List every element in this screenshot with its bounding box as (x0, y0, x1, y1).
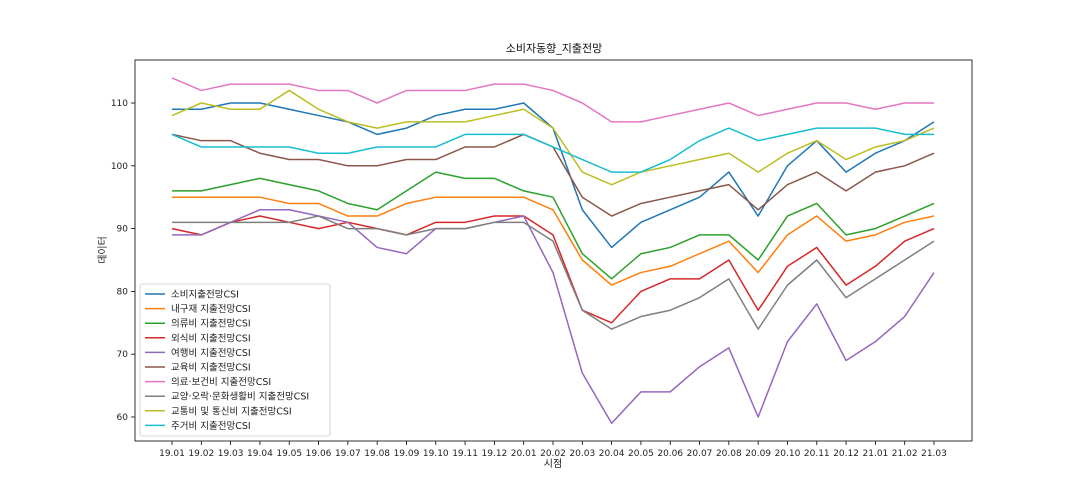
x-tick-label: 20.04 (599, 449, 625, 459)
x-tick-label: 19.05 (276, 449, 302, 459)
x-tick-label: 20.03 (569, 449, 595, 459)
series-line-7 (171, 77, 934, 123)
plot-area (134, 59, 973, 442)
x-tick-label: 20.09 (745, 449, 771, 459)
y-tick-label: 80 (117, 287, 129, 297)
y-axis-label: 데이터 (97, 236, 109, 264)
x-tick-label: 19.10 (423, 449, 449, 459)
x-tick-label: 19.08 (364, 449, 390, 459)
x-tick-label: 21.01 (863, 449, 889, 459)
plot-frame (134, 59, 973, 442)
series-line-4 (171, 215, 935, 324)
series-line-3 (172, 171, 935, 280)
legend-label: 여행비 지출전망CSI (171, 347, 251, 359)
legend-label: 교육비 지출전망CSI (171, 363, 251, 374)
x-axis-label: 시점 (544, 458, 562, 470)
x-tick-label: 19.04 (247, 449, 273, 459)
x-tick-label: 20.05 (628, 449, 654, 459)
x-tick-label: 20.12 (833, 449, 859, 459)
x-tick-label: 19.06 (306, 449, 332, 459)
legend-box (139, 283, 331, 437)
x-tick-label: 19.11 (452, 449, 478, 459)
y-axis: 60 70 80 90 100 110 (111, 99, 135, 423)
x-tick-label: 19.07 (335, 449, 361, 459)
chart-title: 소비자동향_지출전망 (506, 42, 603, 55)
x-tick-label: 19.12 (482, 449, 508, 459)
y-tick-label: 70 (117, 350, 129, 360)
y-tick-label: 90 (117, 225, 129, 235)
legend-label: 교통비 및 통신비 지출전망CSI (171, 405, 292, 417)
x-tick-label: 20.11 (804, 449, 830, 459)
x-tick-label: 21.03 (921, 449, 947, 459)
x-tick-label: 19.02 (188, 449, 214, 459)
x-axis: 19.01 19.02 19.03 19.04 19.05 19.06 19.07 19.08… (159, 441, 947, 459)
y-tick-label: 110 (111, 99, 128, 109)
x-tick-label: 20.10 (775, 449, 801, 459)
legend-label: 교양·오락·문화생활비 지출전망CSI (171, 391, 309, 403)
legend: 소비지출전망CSI 내구재 지출전망CSI 의류비 지출전망CSI 외식비 지출전망C… (139, 283, 331, 437)
series-line-8 (172, 215, 935, 330)
x-tick-label: 19.03 (218, 449, 244, 459)
legend-label: 의료·보건비 지출전망CSI (171, 377, 271, 388)
legend-label: 소비지출전망CSI (171, 290, 239, 301)
x-tick-label: 20.02 (540, 449, 566, 459)
x-tick-label: 20.08 (716, 449, 742, 459)
series-lines (171, 77, 935, 425)
legend-label: 내구재 지출전망CSI (171, 304, 251, 315)
series-line-5 (172, 209, 935, 425)
x-tick-label: 19.09 (394, 449, 420, 459)
y-tick-label: 100 (111, 162, 128, 172)
x-tick-label: 20.06 (657, 449, 683, 459)
x-tick-label: 19.01 (159, 449, 185, 459)
legend-label: 주거비 지출전망CSI (171, 421, 251, 432)
legend-label: 외식비 지출전망CSI (171, 332, 251, 344)
y-tick-label: 60 (117, 413, 129, 423)
x-tick-label: 21.02 (892, 449, 918, 459)
series-line-9 (171, 89, 935, 186)
series-line-2 (172, 196, 935, 286)
legend-label: 의류비 지출전망CSI (171, 319, 251, 330)
x-tick-label: 20.01 (511, 449, 537, 459)
x-tick-label: 20.07 (687, 449, 713, 459)
series-line-10 (171, 127, 934, 173)
